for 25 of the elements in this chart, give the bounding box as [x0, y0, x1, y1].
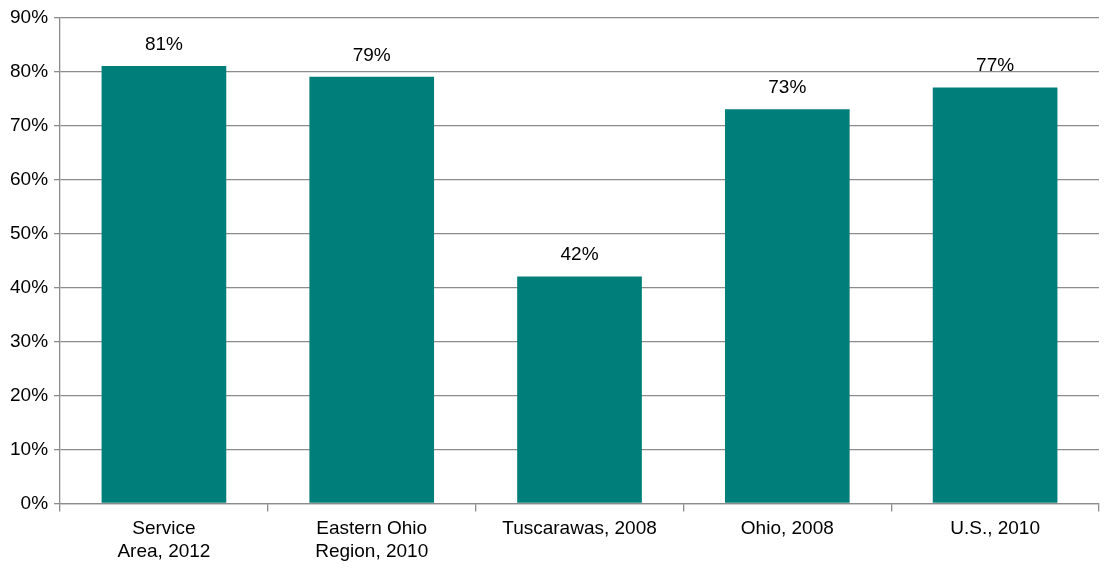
data-label: 73% — [768, 75, 807, 97]
y-tick-label: 80% — [10, 59, 49, 81]
y-tick-label: 10% — [10, 437, 49, 459]
bar — [101, 66, 227, 503]
bar — [932, 87, 1058, 503]
y-tick-label: 20% — [10, 383, 49, 405]
y-tick-label: 90% — [10, 5, 49, 27]
data-label: 81% — [144, 32, 184, 54]
y-tick-label: 70% — [10, 113, 49, 135]
bar — [309, 76, 435, 503]
y-tick-label: 0% — [20, 491, 49, 513]
x-tick-label: Service Area, 2012 — [117, 517, 211, 561]
bar — [724, 109, 850, 503]
x-tick-label: U.S., 2010 — [950, 517, 1040, 539]
x-tick-label: Tuscarawas, 2008 — [502, 517, 657, 539]
data-label: 42% — [560, 243, 599, 265]
y-tick-label: 40% — [10, 275, 49, 297]
x-tick-label: Ohio, 2008 — [740, 517, 834, 539]
y-tick-label: 50% — [10, 221, 49, 243]
y-tick-label: 60% — [10, 167, 49, 189]
x-tick-label: Eastern Ohio Region, 2010 — [315, 517, 429, 561]
data-label: 77% — [976, 54, 1015, 76]
data-label: 79% — [352, 43, 391, 65]
bar — [517, 276, 642, 503]
y-tick-label: 30% — [10, 329, 49, 351]
